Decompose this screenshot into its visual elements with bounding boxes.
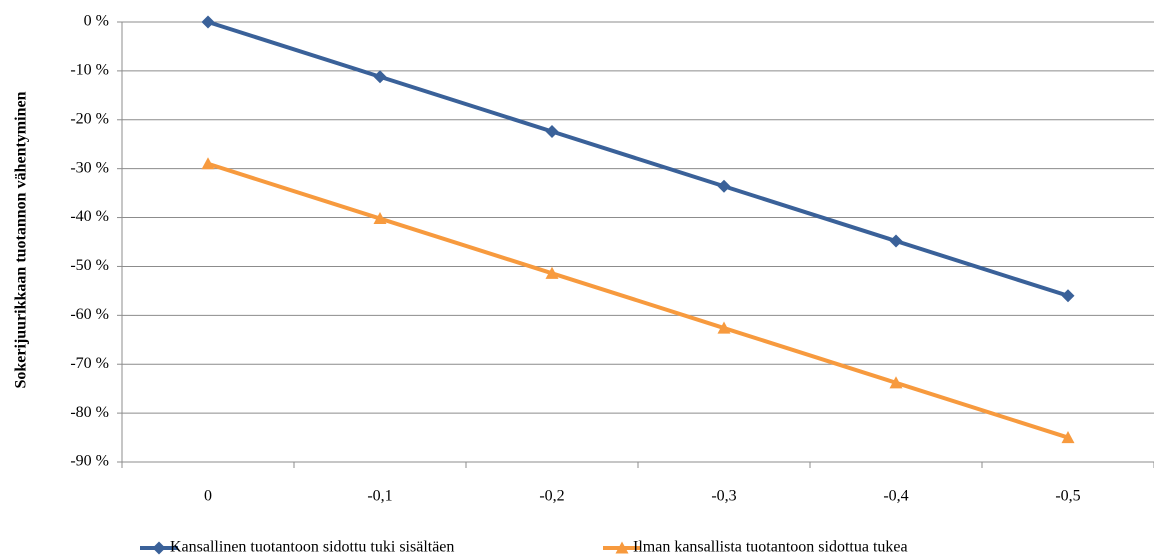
x-tick-labels: 0 -0,1 -0,2 -0,3 -0,4 -0,5 — [204, 488, 1081, 505]
y-tick-label: -30 % — [70, 159, 109, 176]
series-line — [207, 20, 1069, 298]
x-tick-label: -0,5 — [1055, 488, 1080, 505]
y-tick-label: 0 % — [84, 13, 109, 30]
data-point — [373, 70, 387, 84]
series-group — [201, 15, 1075, 444]
y-tick-label: -90 % — [70, 453, 109, 470]
y-tick-label: -70 % — [70, 355, 109, 372]
series-line — [207, 161, 1069, 440]
data-point — [545, 125, 559, 139]
y-axis-label: Sokerijuurikkaan tuotannon vähentyminen — [13, 91, 30, 388]
y-tick-label: -20 % — [70, 110, 109, 127]
y-tick-label: -60 % — [70, 306, 109, 323]
legend-marker — [152, 541, 166, 555]
gridlines — [122, 21, 1154, 463]
series-1 — [201, 15, 1075, 303]
axes — [117, 21, 1154, 468]
series-2 — [201, 157, 1075, 444]
y-tick-label: -80 % — [70, 404, 109, 421]
legend-item-1: Kansallinen tuotantoon sidottu tuki sisä… — [140, 539, 454, 556]
legend-marker — [615, 541, 629, 554]
x-tick-label: 0 — [204, 488, 212, 505]
data-point — [889, 234, 903, 248]
data-point — [717, 179, 731, 193]
x-tick-label: -0,4 — [883, 488, 908, 505]
data-point — [201, 157, 215, 170]
data-point — [1061, 289, 1075, 303]
y-tick-label: -10 % — [70, 62, 109, 79]
y-tick-label: -40 % — [70, 208, 109, 225]
legend-label: Ilman kansallista tuotantoon sidottua tu… — [633, 539, 908, 556]
data-point — [373, 212, 387, 225]
x-tick-label: -0,2 — [539, 488, 564, 505]
x-tick-label: -0,1 — [367, 488, 392, 505]
legend-item-2: Ilman kansallista tuotantoon sidottua tu… — [603, 539, 908, 556]
legend: Kansallinen tuotantoon sidottu tuki sisä… — [140, 539, 908, 556]
data-point — [1061, 431, 1075, 444]
y-tick-label: -50 % — [70, 257, 109, 274]
x-tick-label: -0,3 — [711, 488, 736, 505]
data-point — [201, 15, 215, 29]
y-tick-labels: 0 % -10 % -20 % -30 % -40 % -50 % -60 % -70 % -8… — [70, 13, 109, 470]
data-point — [545, 266, 559, 279]
data-point — [717, 321, 731, 334]
data-point — [889, 376, 903, 389]
legend-label: Kansallinen tuotantoon sidottu tuki sisä… — [170, 539, 454, 556]
